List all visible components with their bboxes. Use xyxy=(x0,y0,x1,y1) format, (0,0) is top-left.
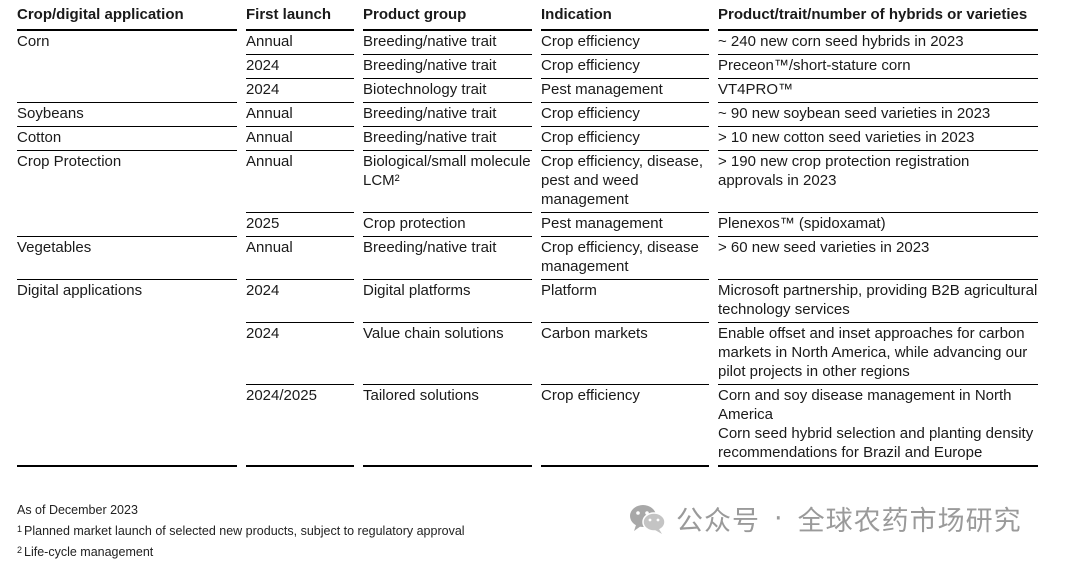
cell-first-launch: 2024 xyxy=(246,79,354,103)
cell-product: Plenexos™ (spidoxamat) xyxy=(718,213,1038,237)
cell-product-group: Value chain solutions xyxy=(363,323,532,385)
footnote-1-text: Planned market launch of selected new pr… xyxy=(24,524,465,538)
cell-crop: Soybeans xyxy=(17,103,237,127)
cell-crop: Vegetables xyxy=(17,237,237,280)
cell-product-group: Breeding/native trait xyxy=(363,55,532,79)
cell-product-group: Crop protection xyxy=(363,213,532,237)
table-row: Soybeans Annual Breeding/native trait Crop … xyxy=(17,103,1038,127)
cell-crop: Cotton xyxy=(17,127,237,151)
watermark: 公众号 · 全球农药市场研究 xyxy=(628,499,1022,538)
footnote-1-mark: 1 xyxy=(17,524,23,534)
cell-crop xyxy=(17,385,237,467)
cell-product-group: Breeding/native trait xyxy=(363,103,532,127)
table-row: Digital applications 2024 Digital platform… xyxy=(17,280,1038,323)
cell-product-group: Tailored solutions xyxy=(363,385,532,467)
cell-first-launch: Annual xyxy=(246,237,354,280)
cell-indication: Crop efficiency, disease management xyxy=(541,237,709,280)
header-product-group: Product group xyxy=(363,3,532,31)
cell-indication: Crop efficiency xyxy=(541,127,709,151)
table-row: Vegetables Annual Breeding/native trait Cro… xyxy=(17,237,1038,280)
cell-crop xyxy=(17,323,237,385)
cell-product-group: Biological/small molecule LCM² xyxy=(363,151,532,213)
watermark-left-text: 公众号 xyxy=(676,506,760,537)
cell-product-group: Breeding/native trait xyxy=(363,237,532,280)
table-row: 2024 Biotechnology trait Pest management VT… xyxy=(17,79,1038,103)
footnote-1: 1 Planned market launch of selected new p… xyxy=(17,520,465,541)
cell-product: Corn and soy disease management in North… xyxy=(718,385,1038,467)
table-row: 2025 Crop protection Pest management Plenex… xyxy=(17,213,1038,237)
wechat-icon xyxy=(628,502,668,536)
cell-product: Microsoft partnership, providing B2B agr… xyxy=(718,280,1038,323)
footnote-as-of: As of December 2023 xyxy=(17,503,138,517)
cell-first-launch: Annual xyxy=(246,103,354,127)
header-crop: Crop/digital application xyxy=(17,3,237,31)
cell-first-launch: 2024 xyxy=(246,280,354,323)
footnote-2: 2 Life-cycle management xyxy=(17,541,465,562)
footnote-2-mark: 2 xyxy=(17,545,23,555)
cell-indication: Pest management xyxy=(541,213,709,237)
cell-first-launch: 2024/2025 xyxy=(246,385,354,467)
cell-crop: Corn xyxy=(17,33,50,50)
cell-product: Enable offset and inset approaches for c… xyxy=(718,323,1038,385)
footnote-2-text: Life-cycle management xyxy=(24,545,154,559)
product-pipeline-table: Crop/digital application First launch Pr… xyxy=(17,3,1038,467)
cell-product: > 60 new seed varieties in 2023 xyxy=(718,237,1038,280)
cell-product: > 10 new cotton seed varieties in 2023 xyxy=(718,127,1038,151)
cell-indication: Crop efficiency xyxy=(541,31,709,55)
cell-product: ~ 90 new soybean seed varieties in 2023 xyxy=(718,103,1038,127)
header-indication: Indication xyxy=(541,3,709,31)
cell-product: Preceon™/short-stature corn xyxy=(718,55,1038,79)
cell-crop: Digital applications xyxy=(17,282,143,299)
cell-product-group: Breeding/native trait xyxy=(363,31,532,55)
cell-first-launch: Annual xyxy=(246,127,354,151)
cell-first-launch: 2024 xyxy=(246,323,354,385)
table-row: 2024/2025 Tailored solutions Crop efficien… xyxy=(17,385,1038,467)
cell-indication: Platform xyxy=(541,280,709,323)
table-row: Crop Protection Annual Biological/small mo… xyxy=(17,151,1038,213)
cell-indication: Crop efficiency xyxy=(541,55,709,79)
cell-product: VT4PRO™ xyxy=(718,79,1038,103)
cell-product-group: Digital platforms xyxy=(363,280,532,323)
cell-indication: Crop efficiency xyxy=(541,103,709,127)
cell-product-group: Biotechnology trait xyxy=(363,79,532,103)
header-product: Product/trait/number of hybrids or varie… xyxy=(718,3,1038,31)
table-row: Cotton Annual Breeding/native trait Crop ef… xyxy=(17,127,1038,151)
cell-crop xyxy=(17,79,237,103)
watermark-separator: · xyxy=(774,503,784,534)
header-first-launch: First launch xyxy=(246,3,354,31)
cell-first-launch: Annual xyxy=(246,31,354,55)
cell-product: > 190 new crop protection registration a… xyxy=(718,151,1038,213)
cell-first-launch: 2024 xyxy=(246,55,354,79)
footnotes: As of December 2023 1 Planned market laun… xyxy=(17,501,465,562)
cell-product: ~ 240 new corn seed hybrids in 2023 xyxy=(718,31,1038,55)
watermark-right-text: 全球农药市场研究 xyxy=(797,506,1022,537)
table-row: 2024 Value chain solutions Carbon markets E… xyxy=(17,323,1038,385)
cell-crop: Crop Protection xyxy=(17,153,122,170)
cell-crop xyxy=(17,55,237,79)
cell-indication: Carbon markets xyxy=(541,323,709,385)
cell-indication: Crop efficiency, disease, pest and weed … xyxy=(541,151,709,213)
cell-product-group: Breeding/native trait xyxy=(363,127,532,151)
table-row: Corn Annual Breeding/native trait Crop effi… xyxy=(17,31,1038,55)
table-header-row: Crop/digital application First launch Pr… xyxy=(17,3,1038,31)
cell-first-launch: 2025 xyxy=(246,213,354,237)
table-row: 2024 Breeding/native trait Crop efficiency… xyxy=(17,55,1038,79)
cell-indication: Pest management xyxy=(541,79,709,103)
cell-indication: Crop efficiency xyxy=(541,385,709,467)
cell-first-launch: Annual xyxy=(246,151,354,213)
cell-crop xyxy=(17,213,237,237)
